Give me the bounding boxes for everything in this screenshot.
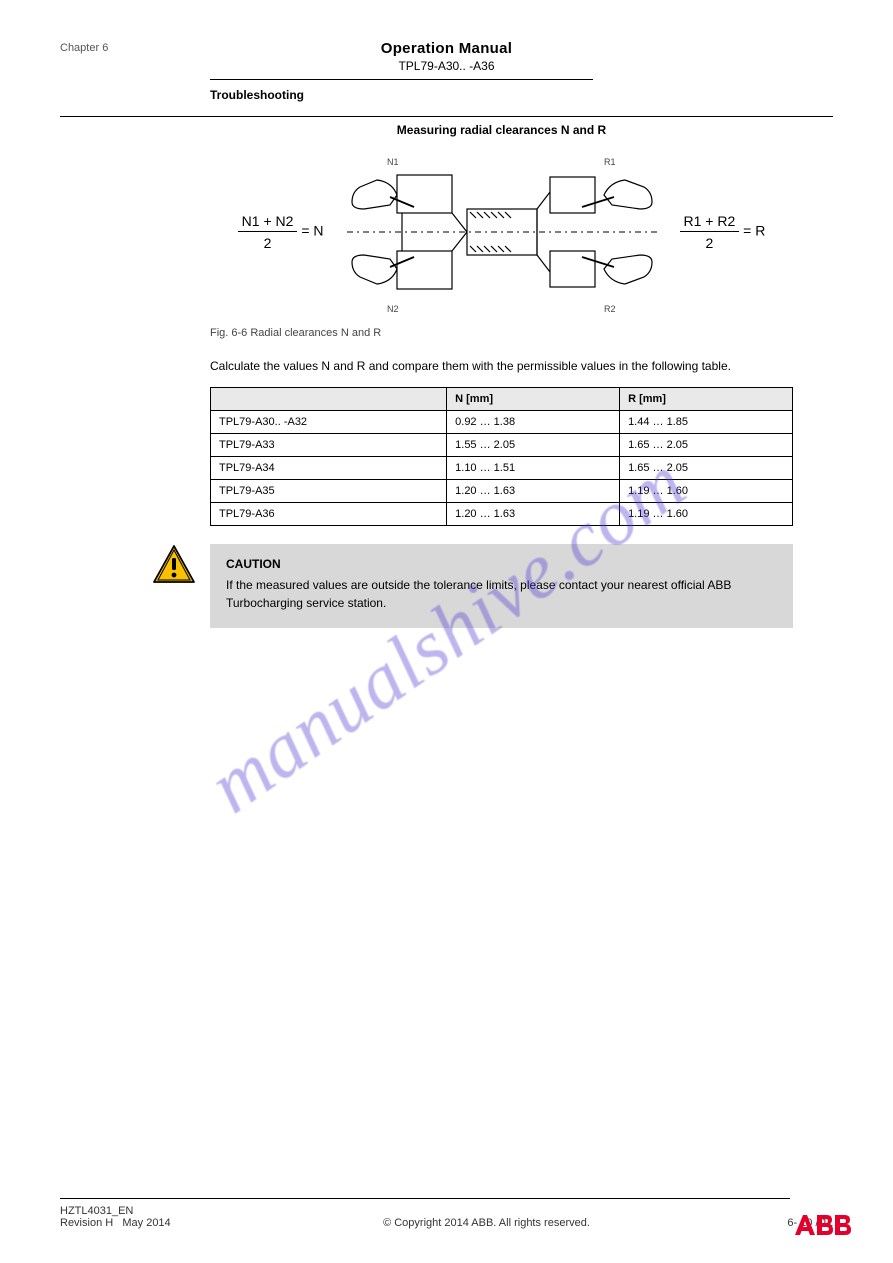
caution-box: CAUTION If the measured values are outsi… — [210, 544, 793, 628]
footer-rule — [60, 1198, 790, 1199]
frac-n-num: N1 + N2 — [238, 212, 298, 231]
calc-note: Calculate the values N and R and compare… — [210, 357, 793, 375]
doc-title: Operation Manual — [200, 40, 693, 57]
cell: 1.10 … 1.51 — [447, 457, 620, 480]
footer-rev: Revision H — [60, 1217, 113, 1229]
table-row: TPL79-A35 1.20 … 1.63 1.19 … 1.60 — [211, 480, 793, 503]
cell: 1.65 … 2.05 — [620, 434, 793, 457]
label-n2: N2 — [387, 304, 399, 314]
label-r2: R2 — [604, 304, 616, 314]
table-row: TPL79-A34 1.10 … 1.51 1.65 … 2.05 — [211, 457, 793, 480]
caution-icon — [152, 544, 196, 584]
figure-row: N1 + N2 2 = N — [210, 147, 793, 317]
table-header-2: R [mm] — [620, 388, 793, 411]
footer-copyright: © Copyright 2014 ABB. All rights reserve… — [230, 1217, 743, 1229]
footer-doc-no: HZTL4031_EN — [60, 1205, 133, 1217]
label-n1: N1 — [387, 157, 399, 167]
table-row: TPL79-A33 1.55 … 2.05 1.65 … 2.05 — [211, 434, 793, 457]
table-header-row: N [mm] R [mm] — [211, 388, 793, 411]
table-header-0 — [211, 388, 447, 411]
frac-r-num: R1 + R2 — [680, 212, 740, 231]
top-rule — [60, 116, 833, 117]
cell: TPL79-A33 — [211, 434, 447, 457]
footer: HZTL4031_EN Revision H May 2014 © Copyri… — [60, 1198, 833, 1229]
table-header-1: N [mm] — [447, 388, 620, 411]
equation-n: N1 + N2 2 = N — [238, 212, 324, 251]
label-r1: R1 — [604, 157, 616, 167]
eq-n-rhs: = N — [301, 223, 323, 239]
abb-logo — [793, 1213, 853, 1243]
caution-text: If the measured values are outside the t… — [226, 577, 777, 612]
caution-body: CAUTION If the measured values are outsi… — [210, 544, 793, 628]
abb-logo-svg — [793, 1213, 853, 1237]
cell: 1.44 … 1.85 — [620, 411, 793, 434]
cell: 1.20 … 1.63 — [447, 503, 620, 526]
header-row: Chapter 6 Operation Manual TPL79-A30.. -… — [60, 40, 833, 73]
cell: 1.65 … 2.05 — [620, 457, 793, 480]
clearance-diagram: N1 N2 R1 R2 — [342, 147, 662, 317]
fraction-r: R1 + R2 2 — [680, 212, 740, 251]
footer-date: May 2014 — [122, 1217, 170, 1229]
section-title: Troubleshooting — [210, 88, 793, 102]
frac-r-den: 2 — [680, 232, 740, 252]
cell: 1.20 … 1.63 — [447, 480, 620, 503]
table-row: TPL79-A36 1.20 … 1.63 1.19 … 1.60 — [211, 503, 793, 526]
frac-n-den: 2 — [238, 232, 298, 252]
cell: TPL79-A34 — [211, 457, 447, 480]
fraction-n: N1 + N2 2 — [238, 212, 298, 251]
equation-r: R1 + R2 2 = R — [680, 212, 766, 251]
header-main: Operation Manual TPL79-A30.. -A36 — [200, 40, 693, 73]
figure-caption: Fig. 6-6 Radial clearances N and R — [210, 327, 793, 339]
clearance-table: N [mm] R [mm] TPL79-A30.. -A32 0.92 … 1.… — [210, 387, 793, 526]
page: Chapter 6 Operation Manual TPL79-A30.. -… — [0, 0, 893, 1263]
product-line: TPL79-A30.. -A36 — [200, 59, 693, 73]
cell: TPL79-A35 — [211, 480, 447, 503]
caution-title: CAUTION — [226, 556, 777, 573]
chapter-label: Chapter 6 — [60, 40, 170, 54]
cell: 1.55 … 2.05 — [447, 434, 620, 457]
content-column: Troubleshooting Measuring radial clearan… — [210, 88, 793, 628]
cell: TPL79-A36 — [211, 503, 447, 526]
eq-r-rhs: = R — [743, 223, 765, 239]
cell: TPL79-A30.. -A32 — [211, 411, 447, 434]
cell: 0.92 … 1.38 — [447, 411, 620, 434]
cell: 1.19 … 1.60 — [620, 503, 793, 526]
cell: 1.19 … 1.60 — [620, 480, 793, 503]
table-row: TPL79-A30.. -A32 0.92 … 1.38 1.44 … 1.85 — [211, 411, 793, 434]
header-underline — [210, 79, 593, 80]
figure-subtitle: Measuring radial clearances N and R — [210, 123, 793, 137]
